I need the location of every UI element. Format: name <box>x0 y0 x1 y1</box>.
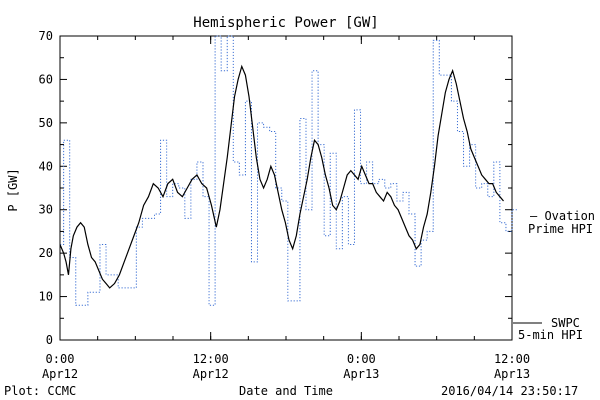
y-tick-label: 50 <box>39 116 53 130</box>
y-tick-label: 10 <box>39 290 53 304</box>
legend-ovation-line1: — Ovation <box>530 209 595 223</box>
x-tick-label-time: 0:00 <box>46 352 75 366</box>
x-tick-label-date: Apr13 <box>343 367 379 381</box>
legend-ovation-line2: Prime HPI <box>528 222 593 236</box>
x-tick-label-date: Apr13 <box>494 367 530 381</box>
x-axis-label: Date and Time <box>239 384 333 398</box>
y-tick-label: 60 <box>39 72 53 86</box>
series-swpc-line <box>59 64 504 289</box>
legend-swpc-line2: 5-min HPI <box>518 328 583 342</box>
x-tick-label-time: 12:00 <box>494 352 530 366</box>
x-tick-label-time: 0:00 <box>347 352 376 366</box>
plot-frame <box>59 35 513 341</box>
plot-timestamp: 2016/04/14 23:50:17 <box>441 384 578 398</box>
y-tick-label: 20 <box>39 246 53 260</box>
chart-title: Hemispheric Power [GW] <box>193 15 378 31</box>
x-tick-label-date: Apr12 <box>193 367 229 381</box>
y-tick-label: 0 <box>46 333 53 347</box>
x-tick-label-time: 12:00 <box>193 352 229 366</box>
y-axis-label: P [GW] <box>6 168 20 211</box>
x-tick-label-date: Apr12 <box>42 367 78 381</box>
legend-swpc-line1: SWPC <box>551 316 580 330</box>
y-tick-label: 70 <box>39 29 53 43</box>
plot-area: 0102030405060700:00Apr1212:00Apr120:00Ap… <box>39 29 531 381</box>
plot-credit: Plot: CCMC <box>4 384 76 398</box>
y-tick-label: 30 <box>39 203 53 217</box>
y-tick-label: 40 <box>39 159 53 173</box>
series-ovation-prime-line <box>60 35 517 306</box>
